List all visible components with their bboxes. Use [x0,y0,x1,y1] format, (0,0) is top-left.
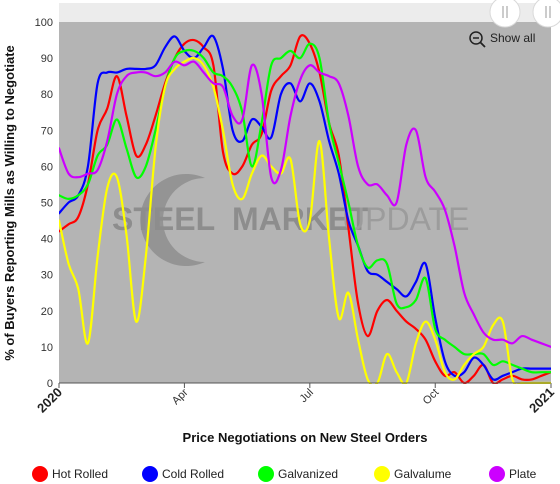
range-handle-left[interactable] [489,0,521,28]
series-line-cold-rolled[interactable] [59,34,551,381]
legend-label: Plate [509,467,537,481]
legend-item-cold-rolled[interactable]: Cold Rolled [142,466,224,482]
legend-label: Galvanized [278,467,338,481]
x-axis-title: Price Negotiations on New Steel Orders [183,430,428,445]
x-tick-label: 2020 [34,385,65,416]
x-axis: 2020 Apr Jul Oct 2021 [34,383,557,416]
legend-marker [374,466,390,482]
legend-marker [258,466,274,482]
series-line-hot-rolled[interactable] [59,34,551,384]
y-tick-label: 30 [41,270,53,282]
series-line-galvanized[interactable] [59,42,551,374]
x-tick-label: Apr [170,386,191,407]
y-tick-label: 20 [41,306,53,318]
x-tick-label: Oct [421,387,442,408]
series-line-galvalume[interactable] [59,56,551,386]
watermark-word-steel: STEEL [112,201,215,237]
watermark-swoosh [140,174,205,266]
y-tick-label: 0 [47,378,53,390]
legend: Hot Rolled Cold Rolled Galvanized Galvalume… [32,466,537,482]
legend-label: Hot Rolled [52,467,108,481]
y-tick-label: 80 [41,89,53,101]
series-line-plate[interactable] [59,60,551,348]
show-all-button[interactable]: Show all [462,26,548,50]
zoom-out-icon [469,31,486,48]
plot-top-band [59,3,551,22]
y-tick-label: 90 [41,53,53,65]
y-tick-label: 40 [41,234,53,246]
y-tick-label: 70 [41,125,53,137]
legend-item-hot-rolled[interactable]: Hot Rolled [32,466,108,482]
show-all-label: Show all [490,31,535,45]
series-lines [59,34,551,386]
legend-item-galvalume[interactable]: Galvalume [374,466,452,482]
legend-marker [32,466,48,482]
y-tick-label: 50 [41,198,53,210]
legend-marker [142,466,158,482]
range-handle-right[interactable] [532,0,560,28]
x-tick-label: 2021 [526,385,557,416]
legend-item-galvanized[interactable]: Galvanized [258,466,338,482]
series-layer [59,34,551,386]
legend-label: Galvalume [394,467,452,481]
x-tick-label: Jul [298,387,316,405]
legend-item-plate[interactable]: Plate [489,466,537,482]
legend-marker [489,466,505,482]
y-axis-title: % of Buyers Reporting Mills as Willing t… [2,45,17,361]
y-tick-label: 10 [41,342,53,354]
plot-area [59,22,551,383]
legend-label: Cold Rolled [162,467,224,481]
y-tick-label: 100 [35,17,53,29]
y-tick-label: 60 [41,161,53,173]
y-axis: 0 10 20 30 40 50 60 70 80 90 100 [35,17,53,390]
watermark: STEEL MARKET UPDATE [112,174,469,266]
